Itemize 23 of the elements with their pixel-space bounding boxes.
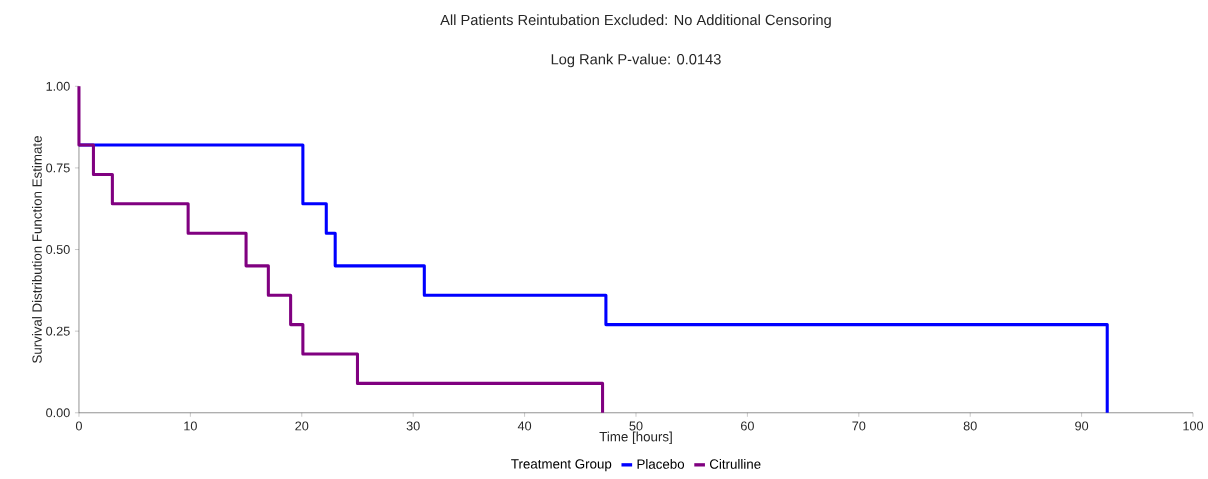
chart-subtitle: Log Rank P-value: 0.0143: [551, 53, 721, 68]
chart-title: All Patients Reintubation Excluded: No Additional Censoring: [440, 14, 831, 29]
x-tick-label: 60: [741, 421, 754, 431]
x-tick-label: 100: [1183, 421, 1204, 431]
x-tick-label: 70: [852, 421, 866, 431]
y-tick-label: 0.25: [46, 326, 70, 336]
y-axis-title: Survival Distribution Function Estimate: [32, 136, 42, 364]
x-axis-title: Time [hours]: [599, 431, 672, 445]
legend-label: Placebo: [637, 459, 685, 469]
x-tick-label: 30: [406, 421, 420, 431]
x-tick-label: 50: [629, 421, 643, 431]
y-tick-label: 0.75: [46, 163, 70, 173]
legend-title: Treatment Group: [511, 459, 612, 472]
x-tick-label: 80: [963, 421, 977, 431]
x-tick-label: 20: [295, 421, 309, 431]
x-tick-label: 10: [184, 421, 197, 431]
y-tick-label: 0.00: [46, 408, 70, 418]
legend-label: Citrulline: [709, 459, 761, 469]
x-tick-label: 90: [1075, 421, 1089, 431]
y-tick-label: 0.50: [46, 245, 70, 255]
x-tick-label: 40: [517, 421, 532, 431]
y-tick-label: 1.00: [46, 81, 70, 91]
x-tick-label: 0: [75, 421, 82, 431]
